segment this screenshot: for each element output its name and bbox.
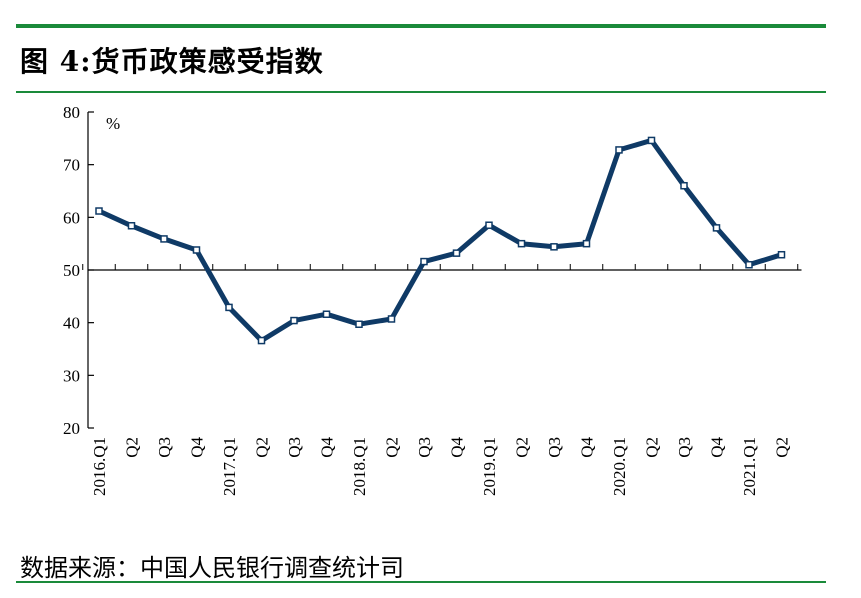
x-tick-label: Q3 [285,437,304,458]
data-point [322,310,331,318]
y-tick-label: 50 [63,261,80,280]
data-point [95,207,103,215]
data-point [257,336,266,345]
x-tick-label: Q3 [415,437,434,458]
x-tick-label: 2018.Q1 [350,437,369,496]
data-point [647,136,656,145]
title-rule [16,91,826,93]
data-point [452,249,461,257]
y-tick-label: 20 [63,419,80,438]
x-tick-label: Q2 [773,437,792,458]
top-rule [16,24,826,28]
x-tick-label: Q4 [448,437,467,458]
x-tick-label: Q4 [188,437,207,458]
data-point [355,320,363,328]
x-tick-label: 2021.Q1 [740,437,759,496]
bottom-rule [16,581,826,583]
y-tick-label: 30 [63,366,80,385]
x-tick-label: Q2 [253,437,272,458]
line-chart: 20 30 40 50 60 70 80% 2016.Q1 Q2 Q3 Q4 2017.Q1 Q2 Q3 Q… [63,103,802,496]
x-tick-label: Q2 [643,437,662,458]
y-tick-label: 60 [63,208,80,227]
x-tick-label: Q4 [708,437,727,458]
data-point [127,222,136,230]
y-tick-label: 80 [63,103,80,122]
data-point [485,221,493,229]
data-point [745,260,753,269]
data-point [777,250,786,259]
data-point [387,315,396,323]
data-point [615,146,623,154]
x-tick-label: Q3 [675,437,694,458]
x-tick-label: 2019.Q1 [480,437,499,496]
data-point [290,316,298,325]
y-tick-label: 70 [63,156,80,175]
chart-title: 图 4:货币政策感受指数 [20,45,324,78]
x-tick-label: 2017.Q1 [220,437,239,496]
chart-area: 20 30 40 50 60 70 80% 2016.Q1 Q2 Q3 Q4 2017.Q1 Q2 Q3 Q… [16,95,826,540]
x-tick-label: Q3 [155,437,174,458]
series-line [96,137,784,344]
x-tick-label: Q3 [545,437,564,458]
x-tick-label: Q4 [578,437,597,458]
y-tick-label: 40 [63,314,80,333]
x-tick-label: 2016.Q1 [90,437,109,496]
data-point [420,257,428,266]
unit-label: % [106,114,120,133]
data-point [225,303,233,312]
data-point [160,235,168,243]
data-point [582,239,591,248]
x-tick-label: 2020.Q1 [610,437,629,496]
data-point [680,181,688,190]
x-tick-label: Q2 [383,437,402,458]
data-point [550,243,558,251]
data-point [517,239,526,248]
x-tick-label: Q4 [318,437,337,458]
data-source: 数据来源：中国人民银行调查统计司 [20,554,404,582]
data-point [712,224,721,232]
data-point [192,246,201,254]
x-tick-label: Q2 [123,437,142,458]
x-tick-label: Q2 [513,437,532,458]
